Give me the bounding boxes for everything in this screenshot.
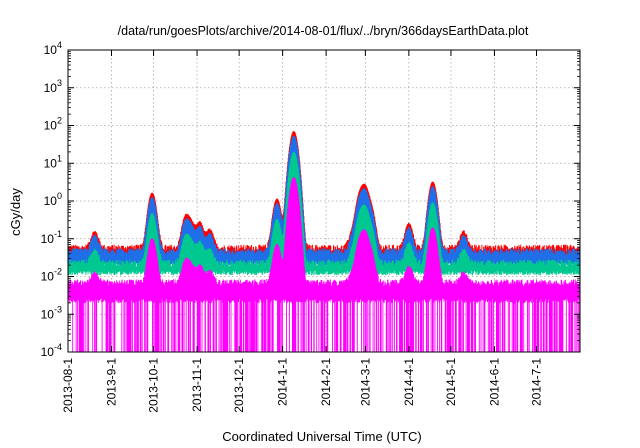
- y-tick-label: 10-3: [41, 304, 62, 321]
- x-tick-label: 2014-1-1: [276, 358, 290, 406]
- x-tick-label: 2013-12-1: [232, 358, 246, 413]
- x-tick-label: 2014-4-1: [402, 358, 416, 406]
- y-tick-label: 101: [44, 153, 62, 170]
- y-tick-label: 10-4: [41, 342, 62, 359]
- x-tick-label: 2014-6-1: [487, 358, 501, 406]
- x-axis-label: Coordinated Universal Time (UTC): [222, 429, 421, 444]
- x-tick-label: 2014-7-1: [530, 358, 544, 406]
- chart-title: /data/run/goesPlots/archive/2014-08-01/f…: [118, 24, 529, 38]
- y-tick-label: 102: [44, 116, 62, 133]
- x-tick-label: 2014-5-1: [444, 358, 458, 406]
- y-tick-label: 103: [44, 78, 62, 95]
- y-tick-label: 100: [44, 191, 62, 208]
- x-tick-label: 2013-08-1: [61, 358, 75, 413]
- axes: 10-4 10-3 10-2 10-1 100 101 102 103 104 2013-08-1…: [41, 40, 581, 413]
- y-axis-label: cGy/day: [8, 188, 23, 236]
- y-tick-label: 10-1: [41, 229, 62, 246]
- y-tick-label: 10-2: [41, 267, 62, 284]
- x-tick-label: 2014-2-1: [319, 358, 333, 406]
- x-tick-label: 2013-11-1: [190, 358, 204, 412]
- x-tick-label: 2013-9-1: [105, 358, 119, 406]
- x-tick-label: 2014-3-1: [358, 358, 372, 406]
- y-tick-label: 104: [44, 40, 62, 57]
- x-tick-label: 2013-10-1: [147, 358, 161, 413]
